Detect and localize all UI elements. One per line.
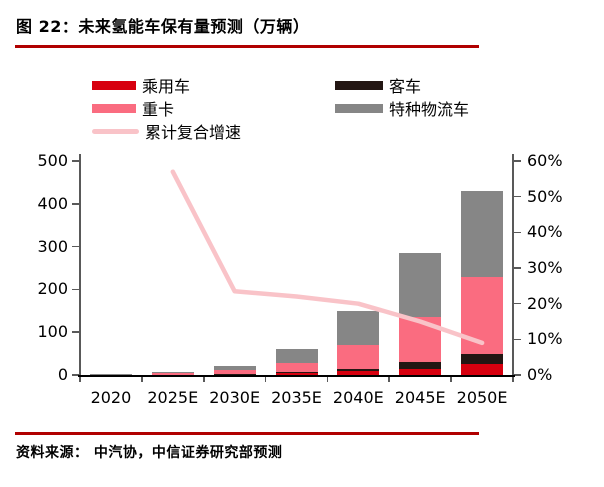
y-axis-right bbox=[512, 154, 514, 376]
y-left-tick bbox=[72, 203, 80, 205]
bar-segment-2050E-乘用车 bbox=[461, 364, 504, 375]
legend-item-累计复合增速: 累计复合增速 bbox=[92, 120, 241, 142]
y-right-label: 60% bbox=[527, 151, 563, 170]
bar-segment-2030E-重卡 bbox=[213, 370, 256, 375]
y-left-tick bbox=[72, 160, 80, 162]
bar-segment-2040E-重卡 bbox=[337, 345, 380, 369]
legend-swatch-特种物流车 bbox=[335, 103, 383, 113]
bar-segment-2050E-特种物流车 bbox=[461, 190, 504, 277]
y-left-tick bbox=[72, 374, 80, 376]
legend-swatch-累计复合增速 bbox=[92, 128, 139, 134]
bar-segment-2035E-乘用车 bbox=[275, 373, 318, 375]
bar-segment-2050E-客车 bbox=[461, 353, 504, 365]
y-right-label: 50% bbox=[527, 186, 563, 206]
title-underline bbox=[15, 45, 479, 48]
x-axis-tick bbox=[512, 375, 514, 382]
y-left-label: 300 bbox=[37, 236, 68, 256]
legend-label: 特种物流车 bbox=[389, 100, 470, 119]
bar-segment-2045E-重卡 bbox=[399, 317, 442, 363]
y-left-label: 400 bbox=[37, 193, 68, 213]
legend-item-乘用车: 乘用车 bbox=[92, 74, 190, 96]
x-category-label: 2050E bbox=[456, 388, 508, 407]
x-axis-tick bbox=[79, 375, 81, 382]
legend-swatch-重卡 bbox=[92, 103, 136, 113]
y-left-label: 100 bbox=[37, 322, 68, 342]
bar-segment-2025E-重卡 bbox=[151, 373, 194, 375]
source-note: 资料来源： 中汽协，中信证券研究部预测 bbox=[16, 445, 283, 461]
legend-item-重卡: 重卡 bbox=[92, 97, 174, 119]
bar-segment-2035E-特种物流车 bbox=[275, 349, 318, 363]
y-left-label: 200 bbox=[37, 279, 68, 299]
x-category-label: 2025E bbox=[147, 388, 199, 407]
y-right-label: 20% bbox=[527, 293, 563, 313]
y-right-label: 30% bbox=[527, 258, 563, 277]
bar-segment-2045E-特种物流车 bbox=[399, 253, 442, 318]
x-axis-tick bbox=[202, 375, 205, 382]
bar-segment-2045E-乘用车 bbox=[399, 368, 442, 375]
x-category-label: 2045E bbox=[394, 388, 446, 407]
y-right-tick bbox=[513, 267, 521, 269]
y-left-label: 0 bbox=[57, 365, 68, 384]
x-category-label: 2035E bbox=[271, 388, 322, 407]
y-left-label: 500 bbox=[37, 151, 68, 170]
legend-swatch-客车 bbox=[335, 80, 383, 90]
x-category-label: 2020 bbox=[90, 388, 132, 407]
y-left-tick bbox=[72, 331, 80, 333]
y-right-label: 0% bbox=[527, 365, 553, 384]
bar-segment-2045E-客车 bbox=[399, 362, 442, 369]
x-axis-tick bbox=[326, 375, 329, 382]
y-right-label: 10% bbox=[527, 329, 563, 349]
y-right-tick bbox=[513, 302, 521, 305]
bar-segment-2035E-客车 bbox=[275, 372, 318, 374]
bar-segment-2040E-特种物流车 bbox=[337, 310, 380, 346]
y-right-tick bbox=[513, 160, 521, 162]
x-axis-tick bbox=[450, 375, 452, 382]
legend-label: 乘用车 bbox=[142, 77, 191, 96]
bar-segment-2050E-重卡 bbox=[461, 276, 504, 354]
bar-segment-2030E-特种物流车 bbox=[213, 365, 256, 371]
bar-segment-2040E-乘用车 bbox=[337, 370, 380, 375]
y-right-tick bbox=[513, 338, 521, 341]
bar-segment-2035E-重卡 bbox=[275, 363, 318, 373]
figure-title: 图 22：未来氢能车保有量预测（万辆） bbox=[16, 17, 310, 36]
x-axis-tick bbox=[264, 375, 267, 382]
legend-item-特种物流车: 特种物流车 bbox=[335, 97, 469, 119]
legend-label: 累计复合增速 bbox=[145, 123, 242, 142]
x-axis-tick bbox=[388, 375, 391, 382]
y-right-tick bbox=[513, 195, 521, 198]
x-category-label: 2040E bbox=[332, 388, 384, 407]
y-axis-left bbox=[79, 154, 81, 376]
bar-segment-2040E-客车 bbox=[337, 368, 380, 371]
x-category-label: 2030E bbox=[209, 388, 261, 407]
bar-segment-2025E-特种物流车 bbox=[151, 371, 194, 374]
x-axis bbox=[78, 374, 515, 377]
y-right-tick bbox=[513, 374, 521, 376]
x-axis-tick bbox=[141, 375, 143, 382]
y-right-tick bbox=[513, 231, 521, 234]
legend-swatch-乘用车 bbox=[92, 80, 136, 90]
legend-item-客车: 客车 bbox=[335, 74, 421, 96]
legend-label: 重卡 bbox=[142, 100, 175, 119]
y-right-label: 40% bbox=[527, 222, 563, 242]
legend-label: 客车 bbox=[389, 77, 422, 96]
footer-rule bbox=[15, 432, 479, 435]
y-left-tick bbox=[72, 288, 80, 291]
y-left-tick bbox=[72, 245, 80, 248]
